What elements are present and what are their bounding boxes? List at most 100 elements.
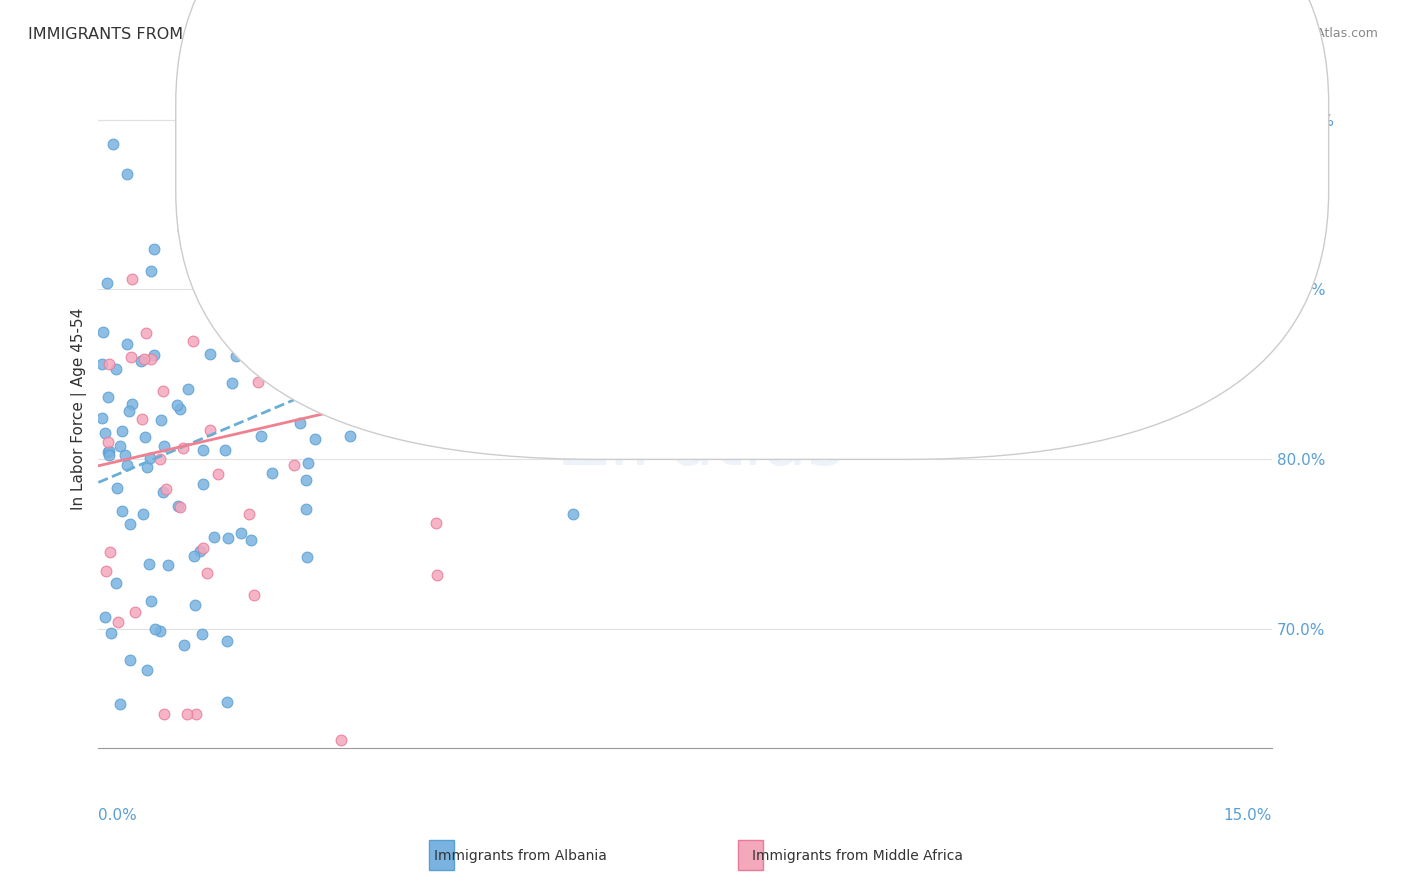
Point bbox=[240, 533, 263, 547]
Point bbox=[225, 349, 247, 363]
Point bbox=[98, 448, 121, 462]
Point bbox=[191, 541, 214, 556]
Point bbox=[271, 343, 294, 357]
Point bbox=[118, 404, 141, 418]
Point bbox=[115, 336, 138, 351]
Point bbox=[176, 707, 198, 722]
Point bbox=[177, 382, 200, 396]
Point bbox=[316, 362, 339, 376]
Point bbox=[124, 605, 146, 619]
Point bbox=[143, 622, 166, 636]
Point bbox=[304, 432, 326, 446]
Point bbox=[152, 485, 174, 500]
Point bbox=[562, 507, 585, 521]
Point bbox=[343, 326, 366, 340]
Point bbox=[247, 375, 270, 389]
Point bbox=[120, 351, 142, 365]
Point bbox=[191, 477, 214, 491]
Point bbox=[136, 459, 159, 474]
Point bbox=[346, 758, 368, 772]
Text: ZIPatlas: ZIPatlas bbox=[560, 411, 846, 481]
Point bbox=[329, 732, 352, 747]
Point bbox=[101, 136, 124, 151]
Point bbox=[370, 411, 392, 425]
Point bbox=[202, 530, 225, 544]
Point bbox=[221, 376, 243, 390]
Point bbox=[142, 242, 165, 256]
Point bbox=[139, 264, 162, 278]
Point bbox=[96, 277, 118, 291]
Text: Immigrants from Middle Africa: Immigrants from Middle Africa bbox=[752, 849, 963, 863]
Point bbox=[506, 280, 529, 294]
Point bbox=[249, 428, 271, 442]
Point bbox=[135, 664, 157, 678]
Point bbox=[425, 207, 447, 221]
Point bbox=[135, 326, 157, 340]
Point bbox=[153, 707, 176, 722]
Point bbox=[104, 575, 127, 590]
Point bbox=[509, 336, 531, 351]
Point bbox=[482, 268, 505, 282]
Bar bbox=[605, 80, 636, 116]
Point bbox=[183, 598, 205, 612]
Point bbox=[155, 483, 177, 497]
Point bbox=[98, 545, 121, 559]
Point bbox=[446, 291, 468, 305]
Point bbox=[149, 413, 172, 427]
Point bbox=[263, 132, 285, 146]
Text: R = 0.294   N = 45: R = 0.294 N = 45 bbox=[644, 128, 814, 145]
Point bbox=[579, 369, 602, 384]
Bar bbox=[605, 120, 636, 156]
Point bbox=[425, 516, 447, 530]
Point bbox=[96, 564, 118, 578]
Point bbox=[624, 112, 647, 127]
Bar bbox=[429, 840, 454, 870]
Point bbox=[464, 373, 486, 387]
Point bbox=[510, 309, 533, 323]
Text: Source: ZipAtlas.com: Source: ZipAtlas.com bbox=[1244, 27, 1378, 40]
Point bbox=[295, 501, 318, 516]
Point bbox=[97, 357, 120, 371]
Point bbox=[243, 588, 266, 602]
Point bbox=[91, 411, 114, 425]
Point bbox=[288, 416, 311, 430]
Point bbox=[183, 334, 205, 348]
Point bbox=[325, 322, 347, 336]
Point bbox=[118, 652, 141, 666]
Text: R = 0.423   N = 98: R = 0.423 N = 98 bbox=[644, 85, 814, 103]
Point bbox=[105, 481, 128, 495]
Point bbox=[118, 516, 141, 531]
Point bbox=[91, 357, 114, 371]
Point bbox=[339, 429, 361, 443]
Point bbox=[179, 206, 201, 220]
Point bbox=[111, 424, 134, 438]
Point bbox=[98, 444, 121, 458]
Point bbox=[132, 351, 155, 366]
Point bbox=[200, 423, 222, 437]
Point bbox=[134, 430, 156, 444]
Point bbox=[115, 167, 138, 181]
Point bbox=[108, 698, 131, 712]
Point bbox=[269, 167, 291, 181]
Point bbox=[217, 172, 239, 186]
Point bbox=[138, 450, 160, 465]
Point bbox=[132, 508, 155, 522]
Point bbox=[97, 445, 120, 459]
Point bbox=[295, 549, 318, 564]
Point bbox=[114, 448, 136, 462]
Point bbox=[91, 325, 114, 339]
Point bbox=[295, 473, 318, 487]
Point bbox=[188, 544, 211, 558]
Point bbox=[315, 343, 337, 357]
Point bbox=[197, 247, 219, 261]
Y-axis label: In Labor Force | Age 45-54: In Labor Force | Age 45-54 bbox=[72, 308, 87, 509]
Point bbox=[105, 362, 128, 376]
Point bbox=[97, 434, 120, 449]
Point bbox=[238, 507, 260, 521]
Point bbox=[190, 626, 212, 640]
Point bbox=[283, 458, 305, 472]
Point bbox=[191, 442, 214, 457]
Point bbox=[139, 593, 162, 607]
Point bbox=[172, 441, 194, 455]
Point bbox=[336, 244, 359, 259]
